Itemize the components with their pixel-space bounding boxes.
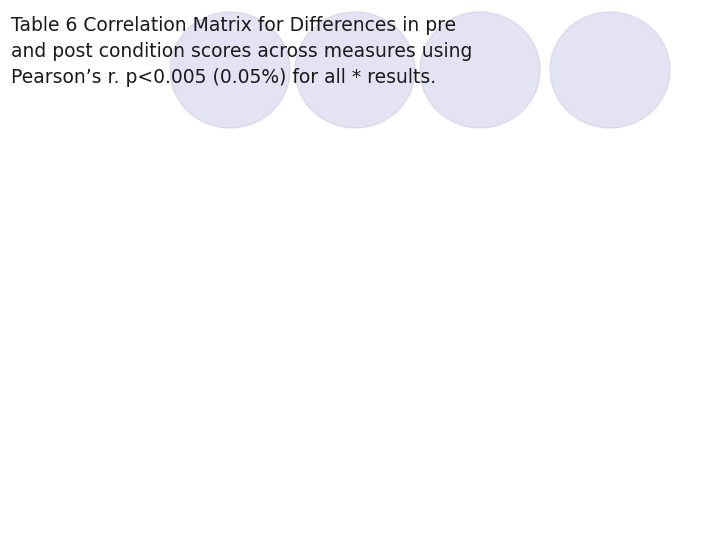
Text: Table 6 Correlation Matrix for Differences in pre
and post condition scores acro: Table 6 Correlation Matrix for Differenc… [11,16,472,87]
Ellipse shape [420,12,540,128]
Ellipse shape [550,12,670,128]
Ellipse shape [170,12,290,128]
Ellipse shape [295,12,415,128]
